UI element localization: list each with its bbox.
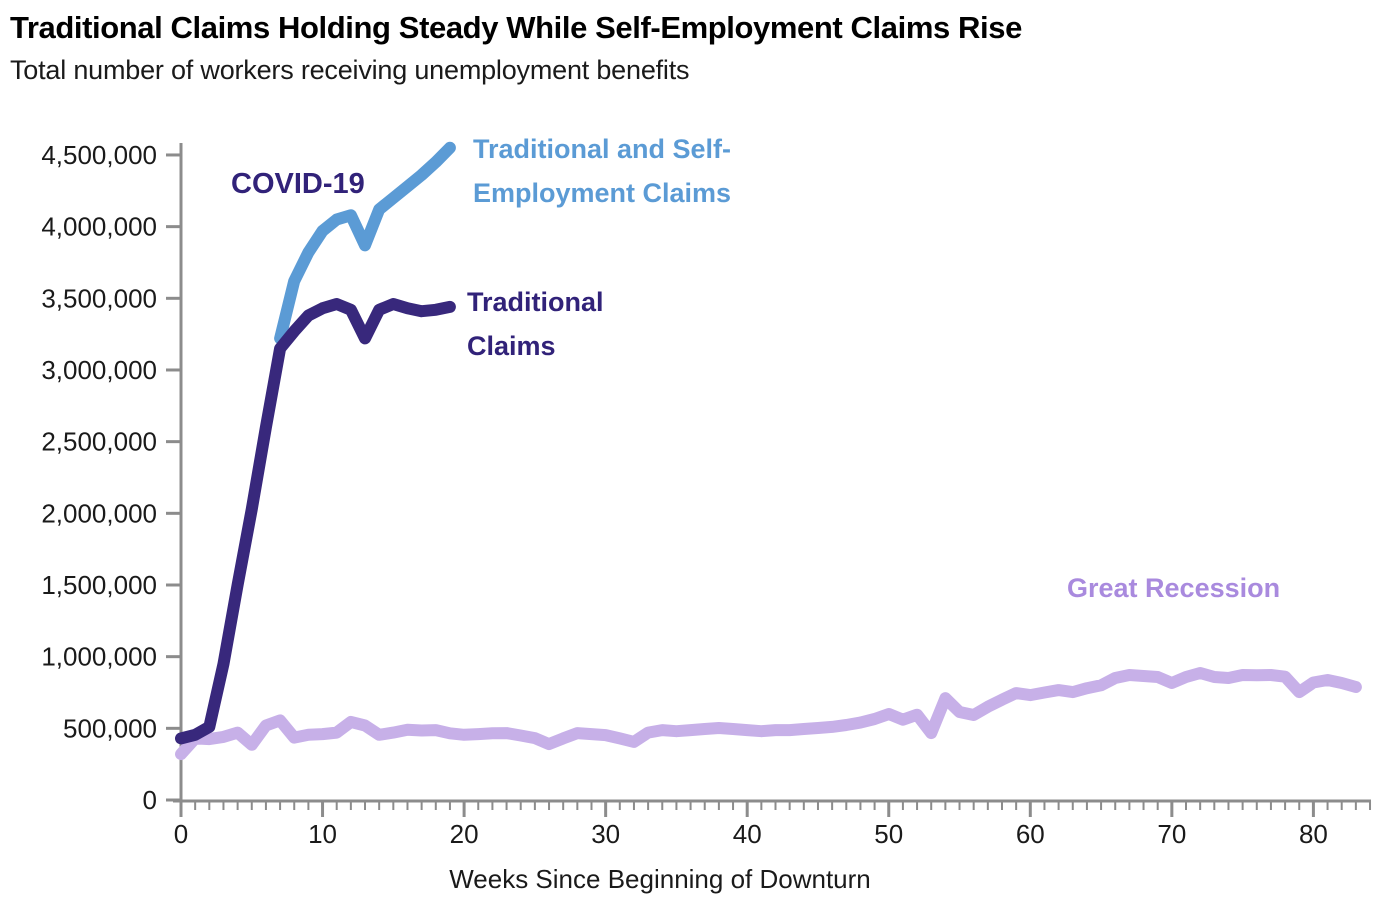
x-tick-label: 80 bbox=[1299, 819, 1328, 849]
series-line-great-recession bbox=[175, 667, 1362, 761]
annotation-traditional-claims: Traditional Claims bbox=[467, 280, 604, 368]
y-tick-label: 1,500,000 bbox=[41, 570, 157, 600]
series-line-traditional-claims bbox=[175, 298, 456, 745]
x-axis-title: Weeks Since Beginning of Downturn bbox=[449, 864, 871, 894]
x-tick-label: 0 bbox=[174, 819, 188, 849]
x-tick-label: 40 bbox=[733, 819, 762, 849]
y-tick-label: 4,000,000 bbox=[41, 212, 157, 242]
x-tick-label: 20 bbox=[450, 819, 479, 849]
y-tick-label: 0 bbox=[143, 785, 157, 815]
annotation-traditional-claims-line1: Traditional bbox=[467, 287, 604, 317]
annotation-covid19: COVID-19 bbox=[231, 168, 365, 200]
y-tick-label: 4,500,000 bbox=[41, 140, 157, 170]
y-tick-label: 2,000,000 bbox=[41, 498, 157, 528]
chart-subtitle: Total number of workers receiving unempl… bbox=[10, 55, 690, 85]
y-tick-label: 3,500,000 bbox=[41, 283, 157, 313]
chart-title: Traditional Claims Holding Steady While … bbox=[10, 10, 1022, 45]
x-tick-label: 30 bbox=[591, 819, 620, 849]
x-tick-label: 10 bbox=[308, 819, 337, 849]
annotation-combined-claims-line1: Traditional and Self- bbox=[473, 134, 732, 164]
x-tick-label: 50 bbox=[874, 819, 903, 849]
x-tick-label: 70 bbox=[1157, 819, 1186, 849]
x-tick-label: 60 bbox=[1016, 819, 1045, 849]
y-tick-label: 1,000,000 bbox=[41, 642, 157, 672]
annotation-combined-claims-line2: Employment Claims bbox=[473, 178, 732, 208]
annotation-combined-claims: Traditional and Self- Employment Claims bbox=[473, 127, 731, 215]
annotation-traditional-claims-line2: Claims bbox=[467, 331, 556, 361]
y-tick-label: 500,000 bbox=[63, 713, 157, 743]
y-tick-label: 3,000,000 bbox=[41, 355, 157, 385]
y-tick-label: 2,500,000 bbox=[41, 427, 157, 457]
series-line-traditional-and-self-employment-claims bbox=[274, 141, 456, 345]
annotation-great-recession: Great Recession bbox=[1067, 573, 1281, 603]
